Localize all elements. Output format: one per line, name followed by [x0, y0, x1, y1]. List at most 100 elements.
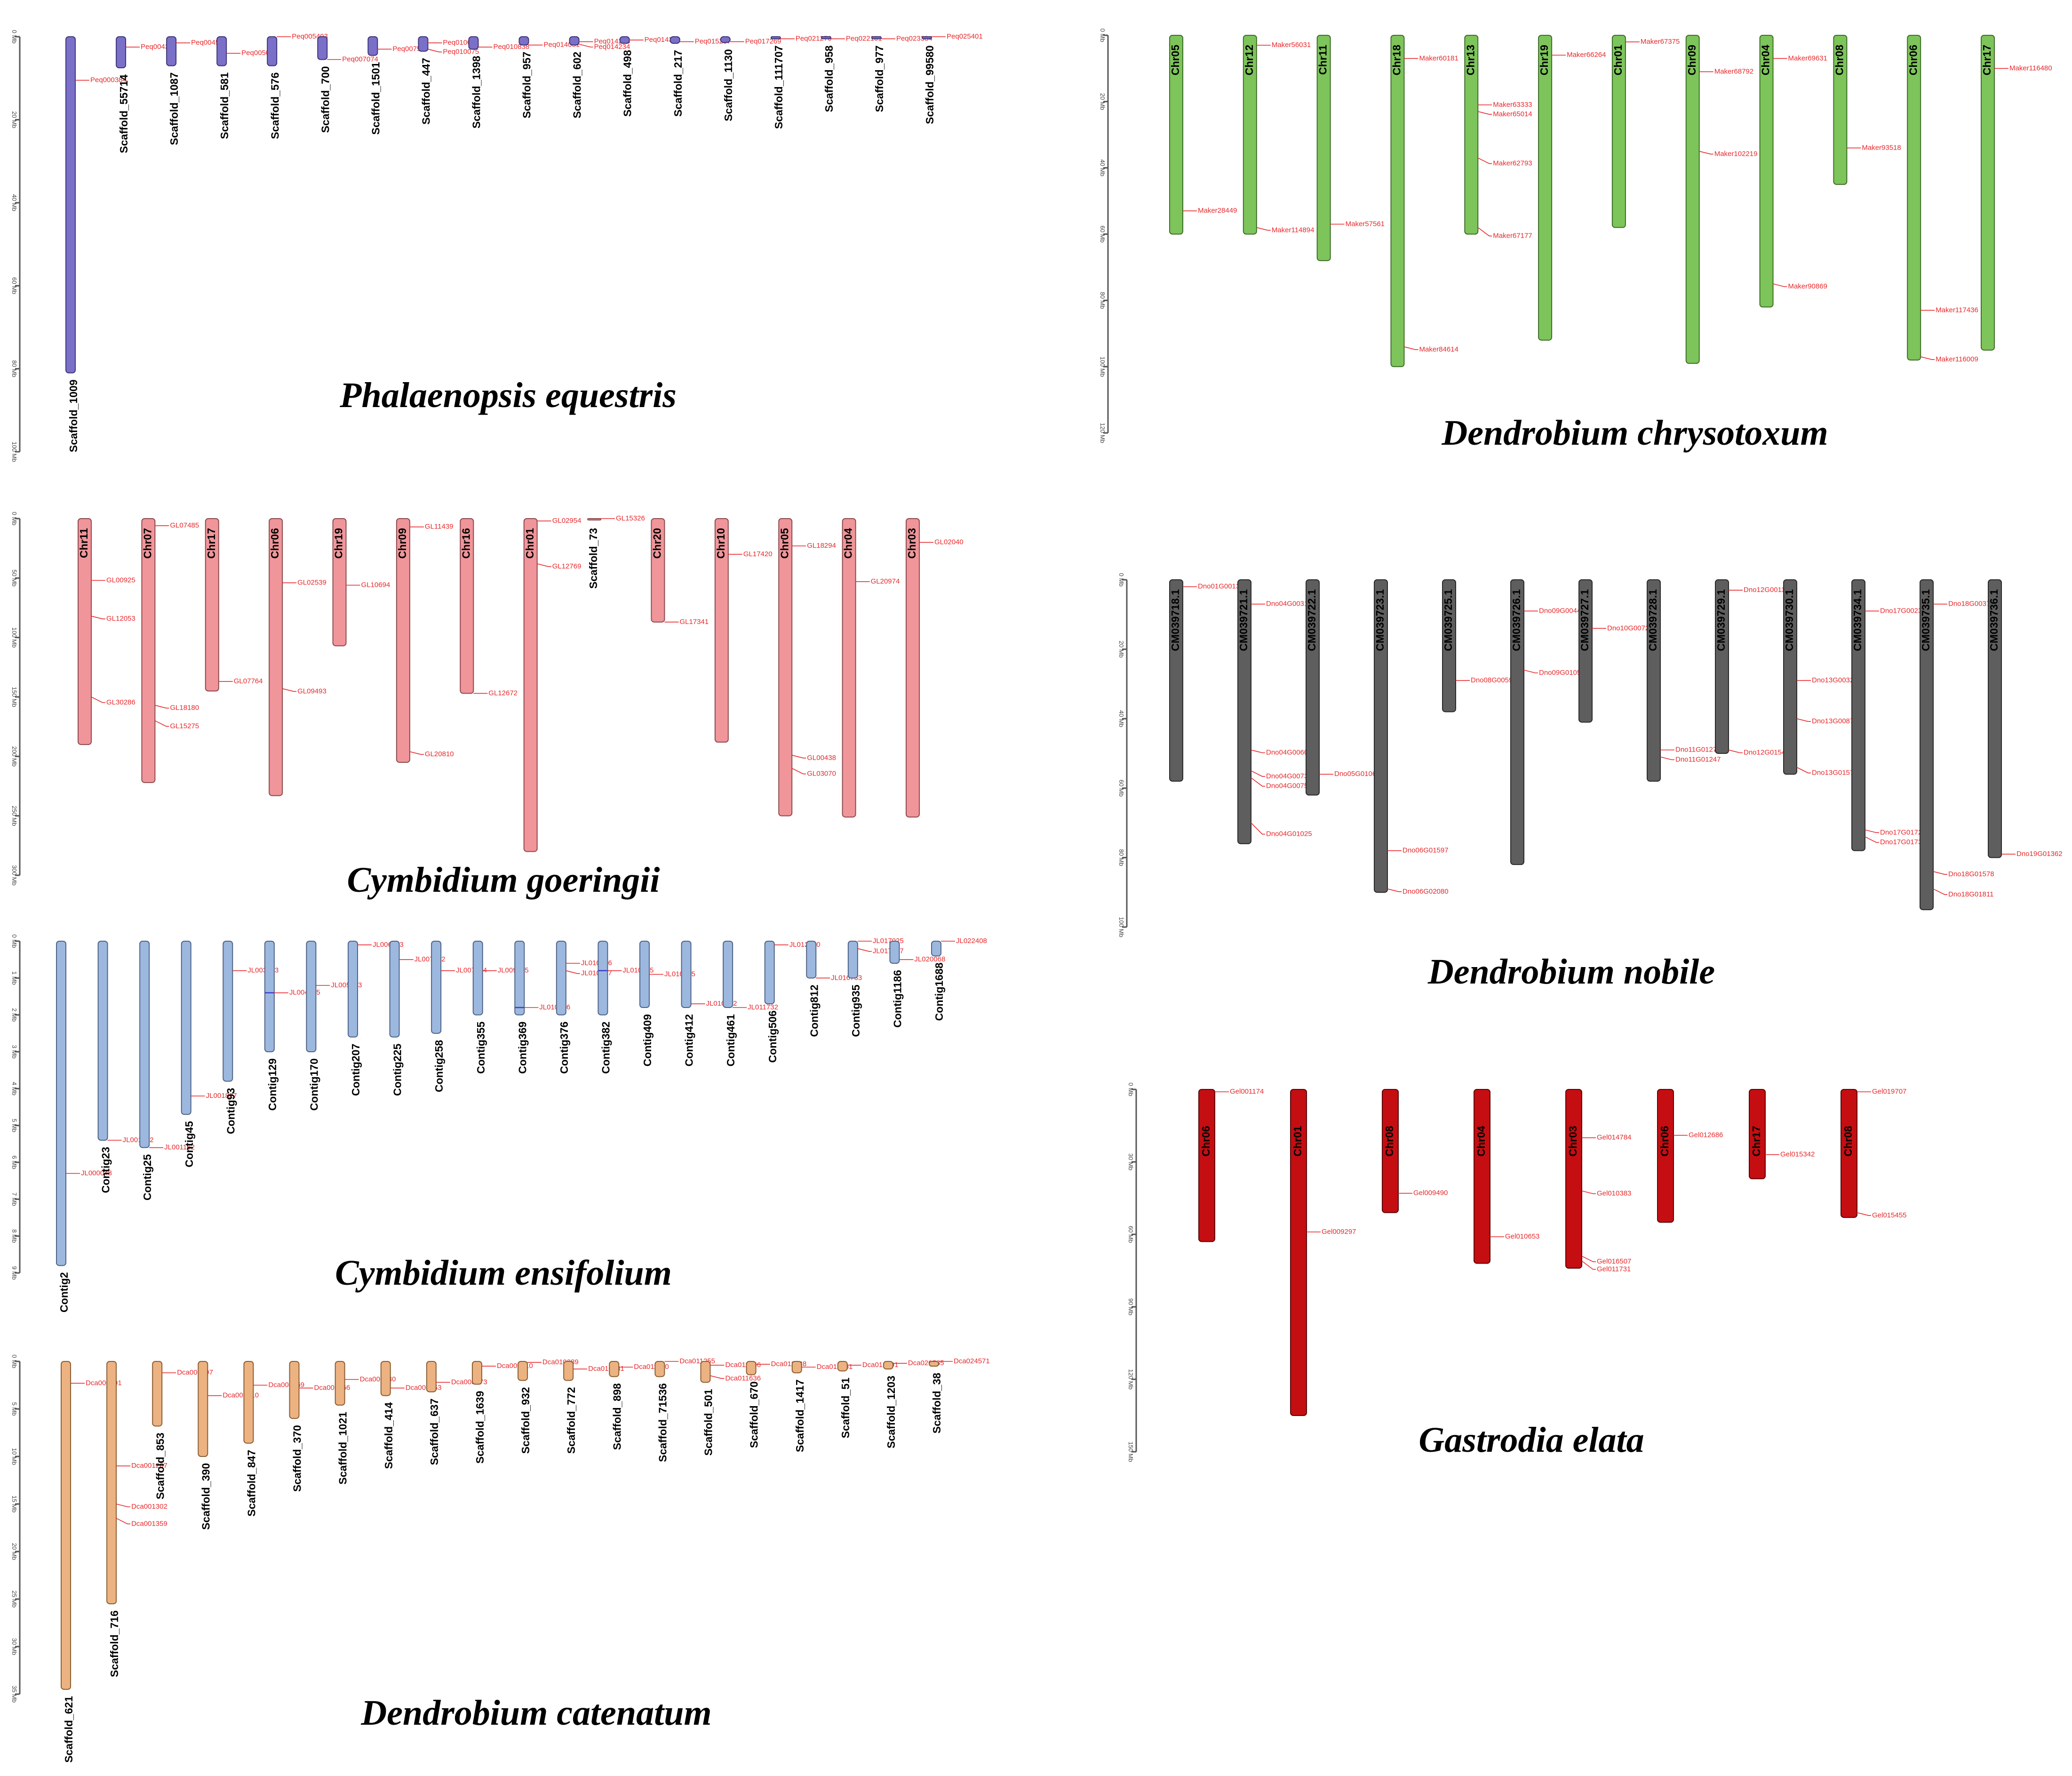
chromosome-bar — [1316, 35, 1331, 261]
chromosome-bar — [152, 1361, 163, 1427]
gene-label: Dno10G00727 — [1607, 624, 1653, 632]
chromosome-label: Scaffold_716 — [108, 1610, 120, 1677]
chromosome-bar — [720, 36, 731, 43]
chromosome-bar — [806, 941, 817, 979]
gene-label: GL20974 — [871, 577, 900, 585]
chromosome-label: Scaffold_55714 — [118, 74, 130, 153]
chromosome-bar — [317, 36, 328, 60]
chromosome-bar — [714, 518, 729, 743]
chromosome-label: Chr17 — [1981, 45, 1993, 75]
chromosome-label: Contig409 — [641, 1014, 653, 1066]
y-axis-tick-label: 5 Mb — [11, 1402, 18, 1416]
gene-label: GL11439 — [425, 523, 454, 531]
chromosome-bar — [746, 1361, 757, 1376]
gene-label: GL17420 — [743, 550, 773, 558]
gene-label: Dno13G00871 — [1812, 717, 1858, 725]
gene-connector — [1933, 888, 1947, 895]
chromosome-label: Chr16 — [460, 528, 472, 559]
gene-label: Maker67375 — [1641, 38, 1680, 46]
chromosome-bar — [426, 1361, 437, 1392]
chromosome-bar — [1647, 579, 1661, 782]
chromosome-label: Scaffold_977 — [873, 45, 885, 112]
chromosome-chr03: Chr03 GL02040 — [906, 518, 964, 818]
chromosome-bar — [889, 941, 900, 964]
species-title: Dendrobium catenatum — [360, 1693, 711, 1733]
gene-label: Maker69631 — [1788, 54, 1827, 62]
chromosome-bar — [871, 36, 882, 40]
chromosome-label: Chr09 — [1686, 45, 1698, 75]
chromosome-bar — [1538, 35, 1553, 341]
chromosome-label: Scaffold_38 — [931, 1373, 943, 1433]
chromosome-label: Contig2 — [58, 1272, 70, 1312]
chromosome-chr11: Chr11 GL00925 GL12053 GL30286 — [78, 518, 135, 745]
gene-label: Dno17G01737 — [1880, 838, 1926, 846]
chromosome-label: Contig1186 — [892, 970, 904, 1028]
chromosome-bar — [883, 1361, 893, 1370]
chromosome-bar — [396, 518, 410, 763]
chromosome-chr20: Chr20 GL17341 — [651, 518, 709, 626]
chromosome-chr08: Chr08 Gel009490 — [1382, 1089, 1448, 1213]
gene-label: Dno09G01050 — [1539, 669, 1585, 677]
y-axis-tick-label: 80 Mb — [1099, 292, 1106, 309]
y-axis-tick-label: 200 Mb — [11, 746, 18, 767]
chromosome-label: Contig129 — [266, 1058, 279, 1111]
y-axis-tick-label: 150 Mb — [1127, 1441, 1134, 1462]
gene-label: GL18180 — [170, 704, 199, 712]
gene-connector — [116, 1504, 131, 1507]
chromosome-label: Chr07 — [141, 528, 153, 559]
chromosome-bar — [1988, 579, 2002, 858]
chromosome-bar — [791, 1361, 802, 1374]
chromosome-label: Contig935 — [850, 984, 862, 1037]
chromosome-bar — [471, 1361, 482, 1385]
gene-label: Gel016507 — [1597, 1257, 1631, 1265]
gene-label: Maker62793 — [1493, 160, 1532, 168]
y-axis-tick-label: 100 Mb — [11, 627, 18, 648]
chromosome-label: Contig369 — [516, 1022, 528, 1074]
chromosome-label: Scaffold_932 — [519, 1387, 532, 1454]
gene-label: Dno04G00734 — [1266, 772, 1312, 780]
panel-nobile: 0 Mb 20 Mb 40 Mb 60 Mb 80 Mb 100 Mb CM039718.1… — [1118, 573, 2063, 992]
y-axis-tick-label: 7 Mb — [11, 1192, 18, 1206]
gene-label: Dca001267 — [131, 1462, 167, 1470]
gene-label: GL15326 — [616, 514, 645, 522]
gene-label: Peq025401 — [947, 32, 983, 40]
chromosome-label: Scaffold_1398 — [470, 56, 483, 128]
gene-label: Maker84614 — [1419, 345, 1458, 353]
panel-ensifolium: 0 Mb 1 Mb 2 Mb 3 Mb 4 Mb 5 Mb 6 Mb 7 Mb 8 Mb 9 Mb… — [11, 935, 987, 1312]
chromosome-bar — [1237, 579, 1251, 844]
chromosome-bar — [1783, 579, 1797, 775]
gene-label: Dno11G01247 — [1675, 755, 1721, 763]
chromosome-bar — [518, 36, 529, 46]
chromosome-label: Chr01 — [524, 528, 536, 559]
gene-label: JL000048 — [81, 1169, 112, 1177]
y-axis-tick-label: 9 Mb — [11, 1266, 18, 1280]
gene-label: GL15275 — [170, 722, 199, 730]
chromosome-bar — [1169, 579, 1183, 782]
gene-connector — [1581, 1260, 1596, 1270]
gene-connector — [91, 696, 105, 703]
gene-connector — [1728, 749, 1743, 753]
gene-label: Dno12G01540 — [1744, 749, 1790, 757]
chromosome-bar — [1565, 1089, 1582, 1269]
chromosome-label: Chr05 — [778, 528, 790, 559]
y-axis-tick-label: 0 Mb — [11, 935, 18, 948]
chromosome-label: CM039721.1 — [1237, 589, 1250, 651]
chromosome-label: Scaffold_1087 — [168, 72, 180, 145]
chromosome-label: Contig355 — [475, 1021, 487, 1073]
y-axis-tick-label: 100 Mb — [1099, 356, 1106, 376]
y-axis-tick-label: 5 Mb — [11, 1119, 18, 1132]
chromosome-scaffold-38: Scaffold_38 Dca024571 — [929, 1357, 990, 1433]
chromosome-bar — [651, 518, 665, 623]
chromosome-label: CM039718.1 — [1169, 589, 1181, 651]
gene-label: JL022408 — [956, 937, 987, 945]
chromosome-bar — [243, 1361, 254, 1444]
chromosome-label: Scaffold_700 — [319, 66, 331, 133]
gene-label: Gel014784 — [1597, 1134, 1631, 1142]
y-axis-tick-label: 0 Mb — [1099, 29, 1106, 42]
chromosome-chr09: Chr09 Maker68792 Maker102219 — [1685, 35, 1757, 364]
